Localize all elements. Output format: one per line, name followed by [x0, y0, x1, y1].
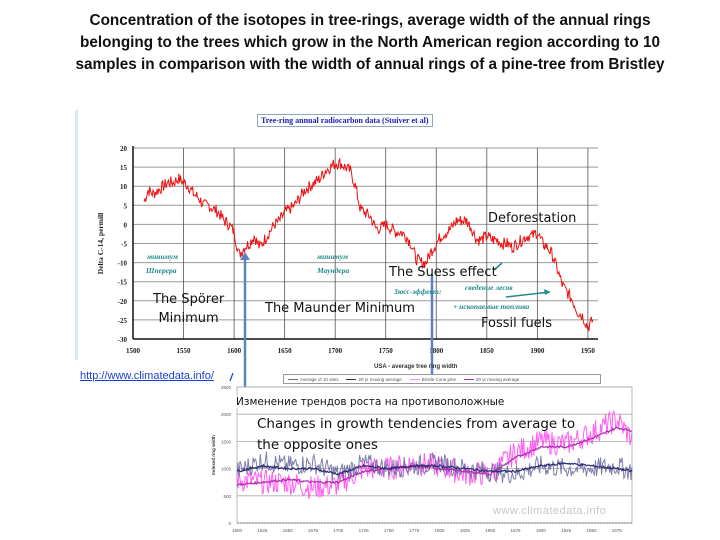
x-tick-label: 1725	[359, 528, 370, 533]
annotation-deforestation: Deforestation	[488, 211, 577, 226]
title-line-2: belonging to the trees which grow in the…	[80, 34, 660, 51]
legend-item: Average of 10 sites	[288, 377, 338, 382]
x-tick-label: 1800	[435, 528, 446, 533]
ru-label-minimum-2: минимум	[317, 252, 349, 261]
x-tick-label: 1900	[536, 528, 547, 533]
legend-item: 20 yr moving average	[346, 376, 402, 382]
legend-item: 20 yr moving average	[464, 377, 519, 382]
climatedata-link[interactable]: http://www.climatedata.info/	[80, 370, 214, 382]
radiocarbon-chart-frame	[75, 110, 618, 360]
ru-label-deforestation: сведение лесов	[465, 283, 513, 292]
legend-label: 20 yr moving average	[476, 376, 520, 382]
x-tick-label: 1825	[460, 528, 471, 533]
annotation-sporer-line2: Minimum	[158, 311, 219, 326]
legend-label: Bristle Cone pine	[421, 376, 457, 382]
y-tick-label: 2000	[221, 412, 232, 417]
annotation-maunder: The Maunder Minimum	[265, 301, 415, 316]
y-tick-label: 1500	[221, 439, 232, 444]
annotation-changes: Changes in growth tendencies from averag…	[257, 414, 575, 456]
radiocarbon-chart-title: Tree-ring annual radiocarbon data (Stuiv…	[257, 114, 433, 127]
x-tick-label: 1850	[485, 528, 496, 533]
x-tick-label: 1650	[283, 528, 294, 533]
ru-label-suess: Зюсс-эффект:	[394, 287, 442, 296]
y-axis-label: Indexed ring width	[211, 435, 216, 475]
ring-width-legend: Average of 10 sites 20 yr moving average…	[283, 374, 601, 384]
y-tick-label: 0	[228, 521, 231, 526]
legend-label: 20 yr moving average	[358, 376, 402, 382]
ru-label-minimum-1: минимум	[147, 252, 179, 261]
annotation-sporer: The Spörer Minimum	[153, 290, 224, 328]
title-line-3: samples in comparison with the width of …	[75, 56, 665, 73]
ru-label-fossil: + ископаемые топлива	[453, 302, 530, 311]
changes-arrow-head-icon	[237, 444, 247, 452]
x-tick-label: 1625	[257, 528, 268, 533]
x-tick-label: 1675	[308, 528, 319, 533]
annotation-ru-changes: Изменение трендов роста на противоположн…	[236, 396, 505, 408]
annotation-sporer-line1: The Spörer	[153, 292, 225, 307]
x-tick-label: 1700	[333, 528, 344, 533]
link-slash-icon	[229, 372, 234, 382]
y-tick-label: 500	[223, 494, 231, 499]
annotation-changes-line1: Changes in growth tendencies from averag…	[257, 416, 576, 432]
slide-title: Concentration of the isotopes in tree-ri…	[60, 10, 680, 76]
watermark: www.climatedata.info	[493, 505, 607, 517]
y-tick-label: 1000	[221, 467, 232, 472]
x-tick-label: 1775	[409, 528, 420, 533]
x-tick-label: 1750	[384, 528, 395, 533]
legend-label: Average of 10 sites	[300, 376, 339, 382]
suess-arrow-head-icon	[427, 464, 437, 472]
ru-label-maunder: Маундера	[317, 266, 350, 275]
x-tick-label: 1925	[561, 528, 572, 533]
x-tick-label: 1950	[586, 528, 597, 533]
title-line-1: Concentration of the isotopes in tree-ri…	[89, 12, 651, 29]
x-tick-label: 1975	[612, 528, 623, 533]
ring-width-chart-title: USA - average tree ring width	[374, 364, 458, 370]
annotation-fossil-fuels: Fossil fuels	[481, 316, 553, 331]
annotation-suess: The Suess effect	[389, 265, 497, 280]
ru-label-sporer: Шперера	[146, 266, 177, 275]
annotation-changes-line2: the opposite ones	[257, 437, 378, 453]
y-tick-label: 2500	[221, 385, 232, 390]
x-tick-label: 1875	[511, 528, 522, 533]
ring-width-series-1	[236, 462, 633, 476]
legend-item: Bristle Cone pine	[409, 376, 457, 382]
x-tick-label: 1600	[232, 528, 243, 533]
ring-width-series-0	[236, 451, 633, 484]
